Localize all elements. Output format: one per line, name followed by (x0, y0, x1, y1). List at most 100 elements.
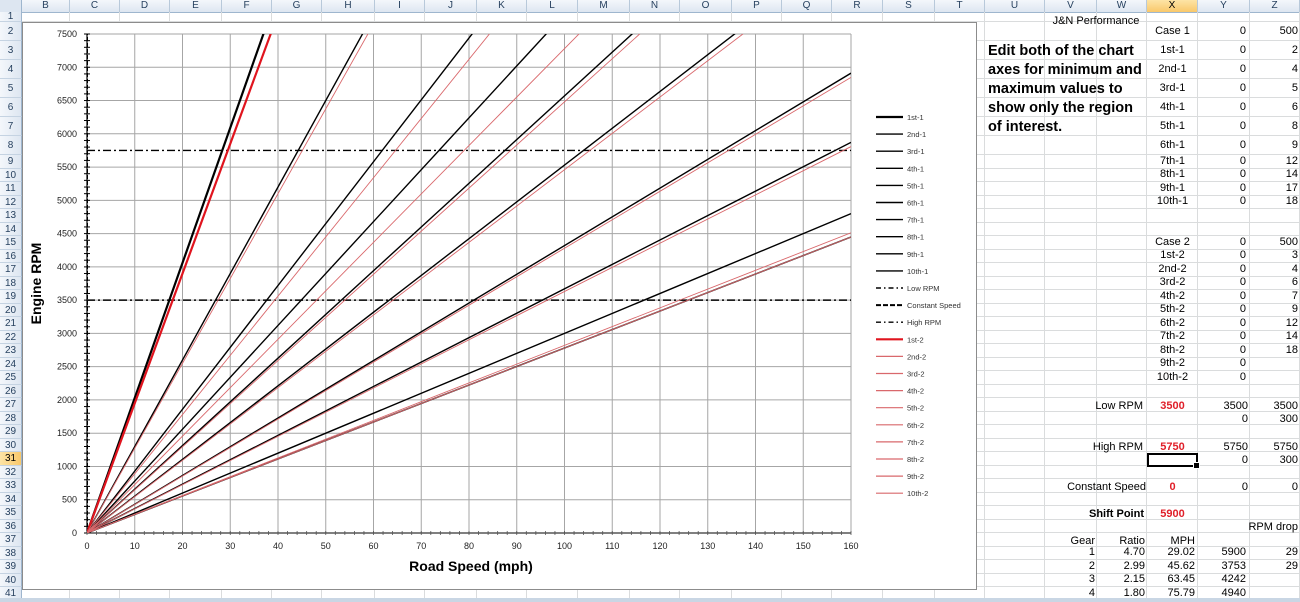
low-rpm-y1[interactable]: 3500 (1223, 400, 1248, 412)
gear-gear-cell[interactable]: 3 (1088, 573, 1095, 586)
series-7th-2[interactable] (87, 76, 851, 533)
horizontal-scrollbar[interactable] (0, 598, 1300, 602)
row-header-29[interactable]: 29 (0, 425, 22, 439)
case2-y[interactable]: 0 (1239, 289, 1246, 302)
high-rpm-z1[interactable]: 5750 (1273, 441, 1298, 453)
case2-label[interactable]: 2nd-2 (1158, 262, 1187, 275)
row-header-27[interactable]: 27 (0, 398, 22, 412)
legend-label[interactable]: 1st-2 (907, 335, 924, 344)
series-1st-1[interactable] (87, 23, 851, 533)
legend-label[interactable]: 9th-2 (907, 472, 924, 481)
column-header-p[interactable]: P (732, 0, 782, 12)
legend-label[interactable]: 9th-1 (907, 250, 924, 259)
legend-label[interactable]: 2nd-1 (907, 130, 926, 139)
row-header-1[interactable]: 1 (0, 12, 22, 22)
case2-z[interactable] (1250, 357, 1298, 370)
column-header-g[interactable]: G (272, 0, 322, 12)
low-rpm-z1[interactable]: 3500 (1273, 400, 1298, 412)
case1-label[interactable]: 9th-1 (1159, 181, 1186, 194)
case1-z[interactable]: 12 (1285, 154, 1298, 167)
case1-y[interactable]: 0 (1239, 24, 1246, 37)
series-9th-1[interactable] (87, 212, 851, 533)
case2-z[interactable]: 500 (1279, 235, 1298, 248)
row-header-6[interactable]: 6 (0, 98, 22, 117)
case1-z[interactable]: 5 (1291, 81, 1298, 94)
rpm-drop-label[interactable]: RPM drop (1248, 521, 1298, 533)
high-rpm-y1[interactable]: 5750 (1223, 441, 1248, 453)
constant-speed-z[interactable]: 0 (1291, 481, 1298, 493)
y-axis-title[interactable]: Engine RPM (28, 243, 44, 325)
legend-label[interactable]: 2nd-2 (907, 352, 926, 361)
case2-label[interactable]: 9th-2 (1159, 357, 1186, 370)
case2-label[interactable]: 3rd-2 (1159, 276, 1186, 289)
row-header-14[interactable]: 14 (0, 222, 22, 236)
case2-y[interactable]: 0 (1239, 330, 1246, 343)
case1-z[interactable]: 2 (1291, 43, 1298, 56)
column-header-l[interactable]: L (527, 0, 578, 12)
row-header-13[interactable]: 13 (0, 209, 22, 223)
low-rpm-y2[interactable]: 0 (1241, 413, 1248, 425)
shift-point-value[interactable]: 5900 (1160, 508, 1185, 520)
column-header-w[interactable]: W (1097, 0, 1147, 12)
title-cell[interactable]: J&N Performance (1052, 15, 1140, 27)
row-header-32[interactable]: 32 (0, 465, 22, 479)
high-rpm-label[interactable]: High RPM (1092, 441, 1143, 453)
case2-y[interactable]: 0 (1239, 343, 1246, 356)
series-4th-2[interactable] (87, 23, 851, 533)
case2-y[interactable]: 0 (1239, 262, 1246, 275)
gear-gear-cell[interactable]: 4 (1088, 586, 1095, 599)
legend-label[interactable]: 10th-1 (907, 267, 928, 276)
column-header-d[interactable]: D (120, 0, 170, 12)
case1-z[interactable]: 9 (1291, 138, 1298, 151)
row-header-24[interactable]: 24 (0, 357, 22, 371)
gear-ratio-cell[interactable]: 2.99 (1123, 559, 1145, 572)
legend-label[interactable]: 8th-2 (907, 455, 924, 464)
rpm-vs-speed-chart[interactable]: 0 500 1000 1500 2000 2500 3000 3500 4000 4500 5000… (22, 22, 977, 590)
gear-ratio-cell[interactable]: 1.80 (1123, 586, 1145, 599)
case1-y[interactable]: 0 (1239, 195, 1246, 208)
case1-z[interactable]: 6 (1291, 100, 1298, 113)
gear-rpm-cell[interactable]: 4242 (1221, 573, 1246, 586)
gear-drop-cell[interactable]: 29 (1285, 546, 1298, 559)
case2-y[interactable]: 0 (1239, 303, 1246, 316)
column-header-n[interactable]: N (630, 0, 680, 12)
column-header-q[interactable]: Q (782, 0, 832, 12)
series-3rd-2[interactable] (87, 23, 851, 533)
legend-label[interactable]: 6th-2 (907, 421, 924, 430)
case2-label[interactable]: Case 2 (1155, 235, 1190, 248)
gear-rpm-cell[interactable]: 5900 (1221, 546, 1246, 559)
case1-y[interactable]: 0 (1239, 154, 1246, 167)
mph-header[interactable]: MPH (1170, 535, 1195, 547)
column-header-s[interactable]: S (883, 0, 935, 12)
high-rpm-y2[interactable]: 0 (1241, 454, 1248, 466)
case2-label[interactable]: 1st-2 (1160, 249, 1185, 262)
case1-z[interactable]: 4 (1291, 62, 1298, 75)
column-header-x[interactable]: X (1147, 0, 1198, 12)
row-header-3[interactable]: 3 (0, 41, 22, 60)
gear-gear-cell[interactable]: 1 (1088, 546, 1095, 559)
legend-label[interactable]: 4th-1 (907, 164, 924, 173)
series-9th-2[interactable] (87, 232, 851, 533)
constant-speed-y[interactable]: 0 (1241, 481, 1248, 493)
high-rpm-value[interactable]: 5750 (1160, 441, 1185, 453)
row-header-30[interactable]: 30 (0, 438, 22, 452)
column-header-z[interactable]: Z (1250, 0, 1300, 12)
case2-label[interactable]: 8th-2 (1159, 343, 1186, 356)
case2-y[interactable]: 0 (1239, 316, 1246, 329)
case1-label[interactable]: Case 1 (1155, 24, 1190, 37)
legend-label[interactable]: High RPM (907, 318, 941, 327)
row-header-11[interactable]: 11 (0, 182, 22, 196)
row-header-33[interactable]: 33 (0, 479, 22, 493)
case1-z[interactable]: 8 (1291, 119, 1298, 132)
row-header-39[interactable]: 39 (0, 560, 22, 574)
column-header-b[interactable]: B (22, 0, 70, 12)
case2-z[interactable]: 9 (1291, 303, 1298, 316)
case2-z[interactable]: 4 (1291, 262, 1298, 275)
case1-label[interactable]: 6th-1 (1159, 138, 1186, 151)
gear-rpm-cell[interactable]: 3753 (1221, 559, 1246, 572)
column-header-j[interactable]: J (425, 0, 477, 12)
gear-mph-cell[interactable]: 45.62 (1167, 559, 1195, 572)
case2-y[interactable]: 0 (1239, 235, 1246, 248)
case2-z[interactable]: 18 (1285, 343, 1298, 356)
legend-label[interactable]: 6th-1 (907, 199, 924, 208)
